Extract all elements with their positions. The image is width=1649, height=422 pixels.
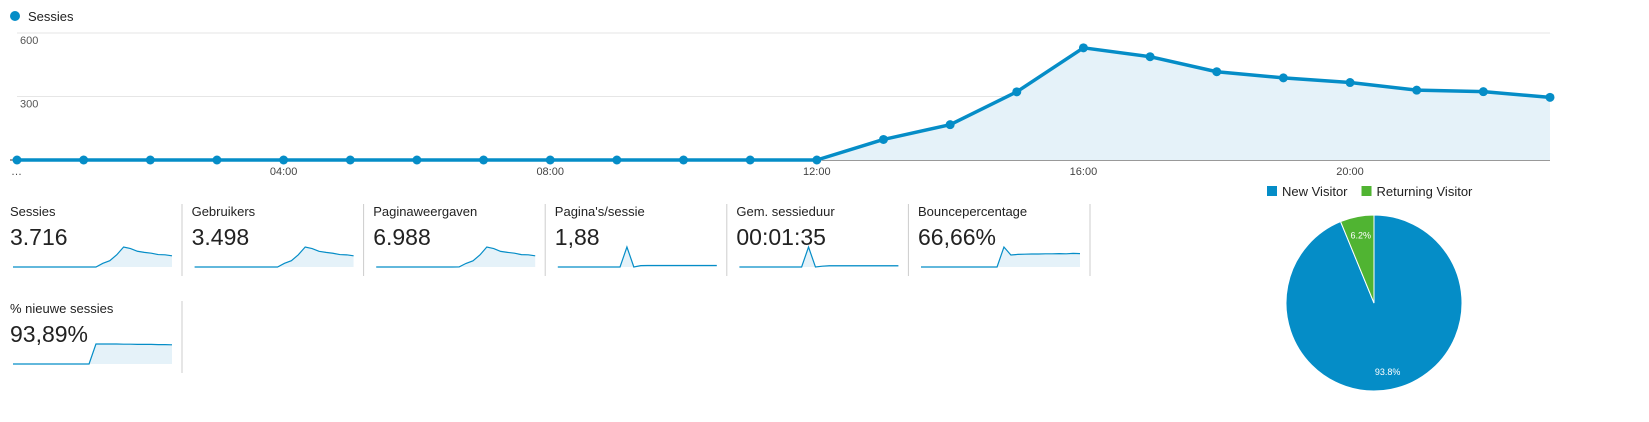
- area: [17, 47, 1550, 160]
- metric-label: Sessies: [10, 204, 56, 219]
- x-tick-label: 20:00: [1336, 166, 1364, 178]
- x-tick-label: 12:00: [803, 166, 831, 178]
- data-point: [812, 155, 822, 165]
- data-point: [545, 155, 555, 165]
- slice-label: 93.8%: [1375, 367, 1401, 377]
- data-point: [212, 155, 222, 165]
- data-point: [412, 155, 422, 165]
- legend-label: Sessies: [28, 9, 74, 24]
- data-point: [679, 155, 689, 165]
- legend-marker: [10, 11, 20, 21]
- metric-label: Bouncepercentage: [918, 204, 1027, 219]
- metric-value: 66,66%: [918, 224, 996, 250]
- metric-value: 93,89%: [10, 321, 88, 347]
- data-point: [1145, 52, 1155, 62]
- line: [17, 46, 1551, 162]
- sparkline-area: [13, 247, 172, 267]
- metric-label: % nieuwe sessies: [10, 301, 114, 316]
- slice-label: 6.2%: [1350, 231, 1371, 241]
- legend-label: New Visitor: [1282, 184, 1348, 199]
- data-point: [12, 155, 22, 165]
- data-point: [1412, 85, 1422, 95]
- data-point: [345, 155, 355, 165]
- data-point: [1078, 43, 1088, 53]
- data-point: [1545, 92, 1555, 102]
- metric-label: Pagina's/sessie: [555, 204, 645, 219]
- data-point: [945, 120, 955, 130]
- metric-value: 3.498: [192, 224, 250, 250]
- sparkline: [557, 245, 717, 268]
- sparkline: [376, 246, 536, 268]
- metric-value: 00:01:35: [736, 224, 826, 250]
- legend-marker: [1267, 186, 1277, 196]
- data-point: [145, 155, 155, 165]
- data-point: [1345, 78, 1355, 88]
- sparkline-area: [557, 247, 717, 267]
- data-point: [1012, 87, 1022, 97]
- data-point: [745, 155, 755, 165]
- sparkline-area: [194, 247, 354, 267]
- legend-marker: [1361, 186, 1372, 196]
- data-point: [1478, 87, 1488, 97]
- data-point: [878, 134, 888, 144]
- sparkline: [13, 246, 173, 268]
- metric-label: Gebruikers: [192, 204, 256, 219]
- metric-value: 3.716: [10, 224, 68, 250]
- data-point: [1278, 73, 1288, 83]
- metric-label: Paginaweergaven: [373, 204, 477, 219]
- legend-label: Returning Visitor: [1377, 184, 1474, 199]
- sparkline: [739, 245, 899, 268]
- x-tick-label: 04:00: [270, 166, 298, 178]
- y-tick-label: 300: [20, 99, 38, 111]
- x-tick-label: …: [11, 166, 22, 178]
- x-tick-label: 08:00: [536, 166, 564, 178]
- metric-value: 6.988: [373, 224, 431, 250]
- metric-label: Gem. sessieduur: [736, 204, 835, 219]
- pie-slice: [1339, 214, 1375, 304]
- data-point: [79, 155, 89, 165]
- sparkline-area: [376, 247, 536, 267]
- data-point: [479, 155, 489, 165]
- sparkline-area: [739, 247, 899, 267]
- sparkline: [921, 245, 1081, 268]
- metric-value: 1,88: [555, 224, 600, 250]
- sparkline: [194, 246, 354, 268]
- data-point: [279, 155, 289, 165]
- data-point: [612, 155, 622, 165]
- x-tick-label: 16:00: [1070, 166, 1098, 178]
- data-point: [1212, 67, 1222, 77]
- sparkline: [13, 343, 173, 365]
- y-tick-label: 600: [20, 35, 38, 47]
